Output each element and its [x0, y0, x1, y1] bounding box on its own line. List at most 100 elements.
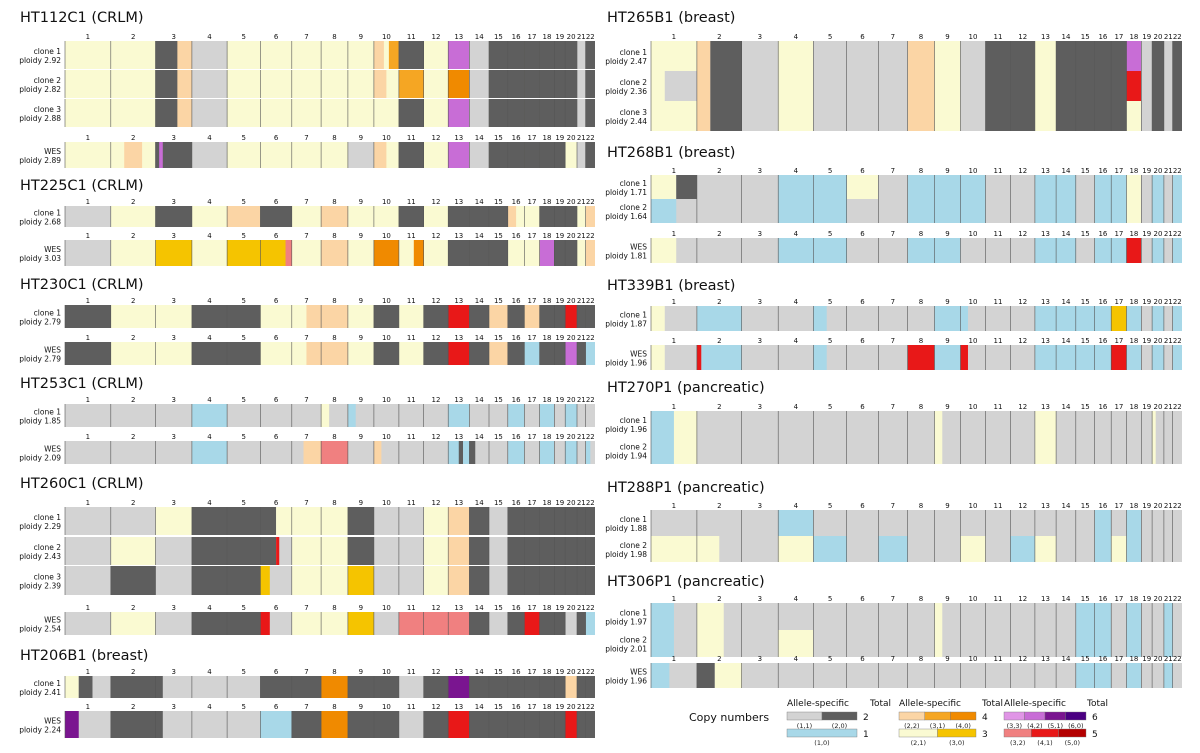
- cn-segment: [985, 71, 1011, 101]
- chrom-tick-label: 22: [586, 232, 595, 240]
- clone-track: [64, 305, 595, 328]
- cn-segment: [489, 206, 508, 227]
- cn-segment: [585, 99, 595, 127]
- legend-state-label: (5,1): [1048, 722, 1063, 730]
- chrom-tick-label: 17: [528, 198, 537, 206]
- chrom-tick-label: 21: [577, 433, 586, 441]
- chrom-tick-label: 17: [528, 668, 537, 676]
- chrom-tick-label: 13: [1041, 502, 1050, 510]
- chrom-tick-label: 13: [1041, 595, 1050, 603]
- cn-segment: [423, 676, 449, 698]
- cn-segment: [778, 510, 814, 536]
- chrom-tick-label: 17: [528, 334, 537, 342]
- cn-segment: [1075, 603, 1095, 630]
- cn-segment: [1094, 536, 1112, 562]
- chrom-tick-label: 5: [241, 232, 245, 240]
- legend-total-header: Total: [981, 699, 1003, 709]
- wes-track: [64, 342, 595, 365]
- chrom-tick-label: 7: [891, 167, 895, 175]
- chrom-tick-label: 11: [994, 502, 1003, 510]
- cn-segment: [651, 199, 677, 223]
- chrom-tick-label: 14: [1062, 230, 1071, 238]
- clone-track: [64, 676, 595, 698]
- cn-segment: [373, 676, 399, 698]
- chrom-tick-label: 5: [241, 33, 245, 41]
- chrom-tick-label: 2: [717, 167, 721, 175]
- chrom-tick-label: 19: [555, 232, 564, 240]
- chrom-tick-label: 21: [1164, 298, 1173, 306]
- cn-segment: [155, 240, 192, 266]
- cn-segment: [191, 41, 228, 69]
- cn-segment: [260, 537, 277, 565]
- row-label: clone 2: [34, 543, 62, 552]
- chrom-tick-label: 2: [131, 396, 135, 404]
- wes-track: [650, 345, 1182, 370]
- cn-segment: [1126, 41, 1142, 71]
- chrom-tick-label: 21: [577, 33, 586, 41]
- clone-track: [650, 175, 1182, 199]
- chrom-tick-label: 14: [475, 668, 484, 676]
- chrom-tick-label: 5: [241, 668, 245, 676]
- cn-segment: [934, 306, 961, 331]
- cn-segment: [448, 70, 470, 98]
- chrom-tick-label: 21: [577, 604, 586, 612]
- chrom-tick-label: 21: [577, 668, 586, 676]
- chrom-tick-label: 14: [475, 232, 484, 240]
- cn-segment: [489, 240, 508, 266]
- cn-segment: [1075, 663, 1095, 688]
- chrom-tick-label: 3: [758, 298, 762, 306]
- cn-segment: [565, 537, 577, 565]
- cn-segment: [448, 566, 470, 595]
- cn-segment: [373, 441, 382, 464]
- cn-segment: [291, 507, 322, 535]
- chrom-tick-label: 7: [891, 298, 895, 306]
- cn-segment: [1163, 603, 1173, 630]
- chrom-tick-label: 6: [274, 232, 279, 240]
- cn-segment: [507, 566, 525, 595]
- clone-track: [64, 404, 595, 427]
- cn-segment: [539, 305, 555, 328]
- cn-segment: [524, 70, 540, 98]
- cn-segment: [191, 99, 228, 127]
- chrom-tick-label: 3: [171, 297, 175, 305]
- chrom-tick-label: 13: [454, 334, 463, 342]
- cn-segment: [227, 537, 261, 565]
- cn-segment: [1152, 101, 1164, 131]
- cn-segment: [778, 41, 814, 71]
- cn-segment: [260, 507, 277, 535]
- chrom-tick-label: 18: [543, 396, 552, 404]
- chrom-tick-label: 18: [543, 134, 552, 142]
- cn-segment: [554, 99, 566, 127]
- cn-segment: [260, 711, 292, 738]
- cn-segment: [448, 507, 470, 535]
- chrom-tick-label: 18: [543, 334, 552, 342]
- cn-segment: [539, 41, 555, 69]
- chrom-tick-label: 12: [432, 134, 441, 142]
- cn-segment: [276, 507, 292, 535]
- chrom-tick-label: 14: [1062, 337, 1071, 345]
- chrom-tick-label: 19: [1142, 403, 1151, 411]
- chrom-tick-label: 3: [758, 337, 762, 345]
- chrom-tick-label: 4: [207, 198, 212, 206]
- chrom-tick-label: 14: [1062, 403, 1071, 411]
- cn-segment: [291, 676, 322, 698]
- cn-segment: [585, 342, 595, 365]
- chrom-tick-label: 19: [555, 604, 564, 612]
- cn-segment: [1056, 175, 1076, 199]
- chrom-tick-label: 5: [828, 298, 832, 306]
- cn-segment: [507, 711, 525, 738]
- cn-segment: [1172, 71, 1182, 101]
- chrom-tick-label: 3: [758, 33, 762, 41]
- chrom-tick-label: 16: [1098, 33, 1107, 41]
- cn-segment: [651, 411, 674, 437]
- cn-segment: [1094, 71, 1112, 101]
- chrom-tick-label: 5: [241, 499, 245, 507]
- chrom-tick-label: 22: [1173, 230, 1182, 238]
- chrom-tick-label: 15: [1081, 655, 1090, 663]
- clone-track: [64, 507, 595, 535]
- legend-state-label: (3,0): [949, 739, 964, 747]
- cn-segment: [306, 305, 322, 328]
- chrom-tick-label: 9: [945, 33, 949, 41]
- cn-segment: [507, 305, 525, 328]
- chrom-tick-label: 19: [1142, 167, 1151, 175]
